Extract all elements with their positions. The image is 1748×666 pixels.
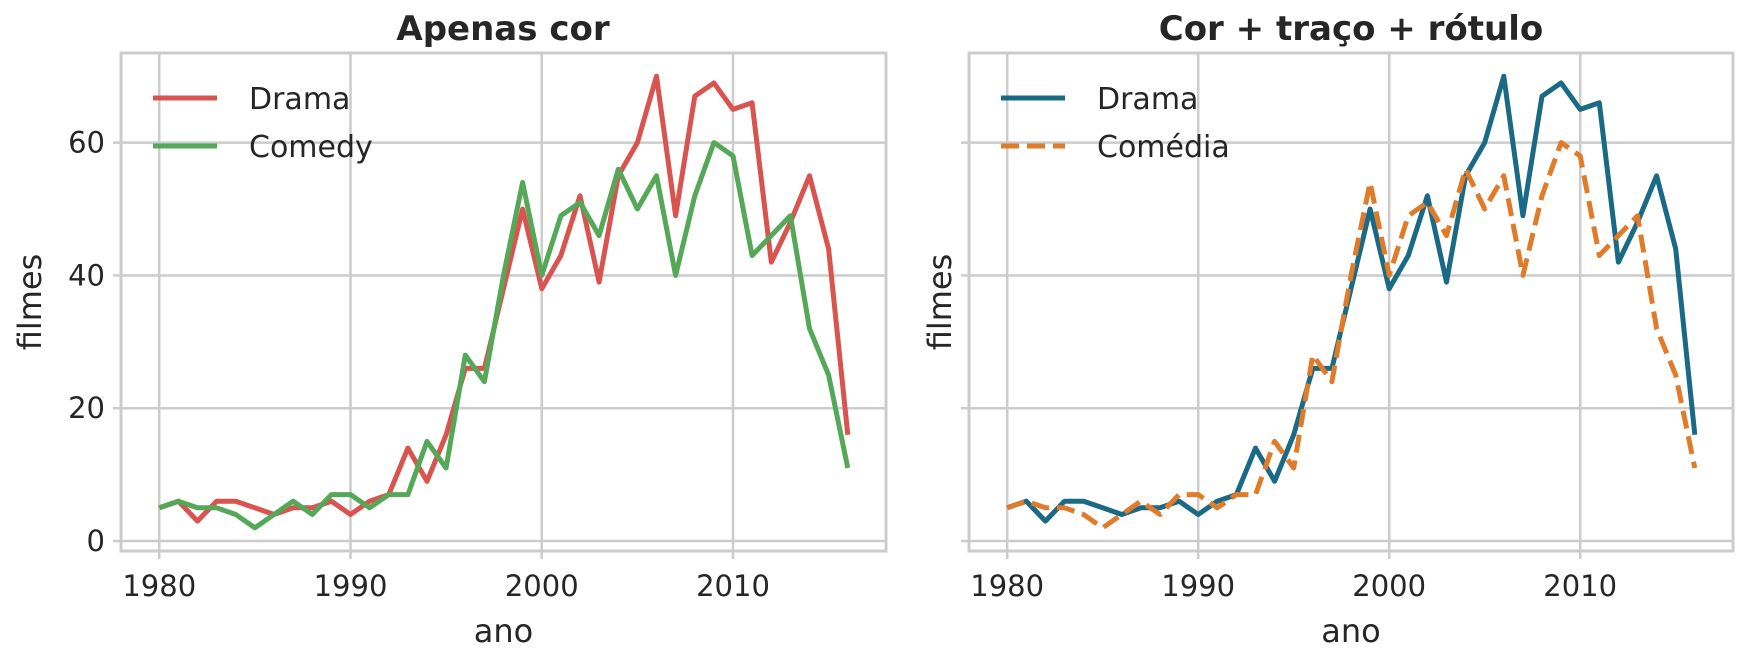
plot-frame <box>967 51 1735 553</box>
y-axis-label: filmes <box>11 254 49 351</box>
x-tick-label: 2010 <box>696 569 770 603</box>
right-panel-cor-traco-rotulo: 1980 1990 2000 2010 Cor + traço + rótulo ano f… <box>921 9 1735 650</box>
y-axis-label: filmes <box>921 254 959 351</box>
legend-label: Drama <box>249 82 350 117</box>
x-axis-label: ano <box>474 612 533 650</box>
x-tick-label: 1980 <box>970 569 1044 603</box>
series-line-drama <box>1006 73 1698 524</box>
x-axis-label: ano <box>1321 612 1380 650</box>
x-tick-label: 1990 <box>1161 569 1235 603</box>
x-tick-label: 2010 <box>1543 569 1617 603</box>
chart-title: Cor + traço + rótulo <box>1159 9 1543 49</box>
x-tick-label: 2000 <box>505 569 579 603</box>
legend-label: Drama <box>1097 82 1198 117</box>
series-line-comédia <box>1006 140 1698 531</box>
x-tick-label: 1990 <box>314 569 388 603</box>
x-tick-label: 2000 <box>1352 569 1426 603</box>
left-panel-apenas-cor: 1980 1990 2000 2010 0 20 40 60 Apenas cor ano film… <box>11 9 888 650</box>
y-tick-label: 40 <box>68 258 105 292</box>
y-tick-label: 60 <box>68 126 105 160</box>
chart-title: Apenas cor <box>396 9 609 49</box>
legend-label: Comédia <box>1097 130 1230 165</box>
y-tick-label: 20 <box>68 391 105 425</box>
x-tick-label: 1980 <box>122 569 196 603</box>
series-line-comedy <box>158 140 851 531</box>
legend-label: Comedy <box>249 130 373 165</box>
y-tick-label: 0 <box>87 524 105 558</box>
plot-frame <box>119 51 888 553</box>
